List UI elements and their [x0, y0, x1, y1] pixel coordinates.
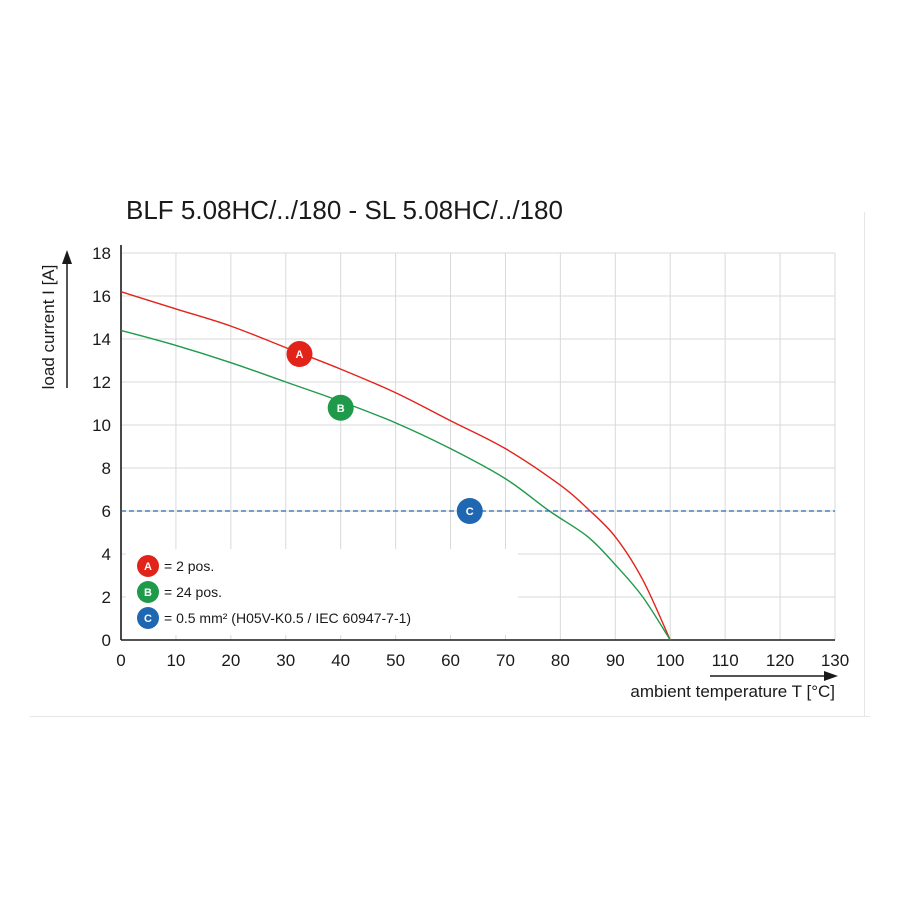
y-tick-label: 12 — [92, 373, 111, 392]
x-tick-label: 10 — [166, 651, 185, 670]
series-marker-label: A — [296, 349, 304, 361]
y-tick-label: 0 — [102, 631, 111, 650]
x-tick-label: 60 — [441, 651, 460, 670]
legend-marker-A — [137, 555, 159, 577]
frame-divider-bottom — [30, 716, 870, 717]
y-axis-arrowhead — [62, 250, 72, 264]
y-tick-label: 4 — [102, 545, 111, 564]
x-tick-label: 20 — [221, 651, 240, 670]
series-line-B — [120, 329, 671, 641]
y-tick-label: 6 — [102, 502, 111, 521]
legend-entry-text: = 2 pos. — [164, 558, 214, 574]
legend: A = 2 pos. B = 24 pos. C = 0.5 mm² (H05V-K0.5… — [137, 555, 411, 629]
legend-background — [126, 549, 518, 635]
legend-marker-C — [137, 607, 159, 629]
series-marker-label: C — [466, 506, 474, 518]
y-tick-label: 18 — [92, 244, 111, 263]
legend-marker-label: C — [144, 613, 152, 625]
x-tick-label: 40 — [331, 651, 350, 670]
x-tick-label: 100 — [656, 651, 684, 670]
legend-marker-label: A — [144, 561, 152, 573]
legend-entry-text: = 0.5 mm² (H05V-K0.5 / IEC 60947-7-1) — [164, 610, 411, 626]
x-tick-label: 30 — [276, 651, 295, 670]
x-tick-label: 130 — [821, 651, 849, 670]
x-tick-label: 90 — [606, 651, 625, 670]
x-axis-arrowhead — [824, 671, 838, 681]
series-marker-C — [456, 498, 483, 524]
series-marker-label: B — [337, 403, 345, 415]
x-tick-labels: 0 10 20 30 40 50 60 70 80 90 100 110 120 130 — [116, 651, 849, 670]
y-tick-label: 2 — [102, 588, 111, 607]
grid — [121, 252, 836, 640]
y-tick-label: 10 — [92, 416, 111, 435]
frame-divider-right — [864, 212, 865, 716]
y-tick-label: 14 — [92, 330, 111, 349]
legend-marker-label: B — [144, 587, 152, 599]
x-axis-label: ambient temperature T [°C] — [630, 682, 835, 701]
x-tick-label: 80 — [551, 651, 570, 670]
y-tick-label: 8 — [102, 459, 111, 478]
x-tick-label: 0 — [116, 651, 125, 670]
series-markers: A B C — [286, 341, 483, 524]
y-tick-labels: 0 2 4 6 8 10 12 14 16 18 — [92, 244, 111, 650]
series-line-A — [120, 291, 671, 641]
legend-entry-text: = 24 pos. — [164, 584, 222, 600]
series-marker-A — [286, 341, 313, 368]
x-tick-label: 120 — [766, 651, 794, 670]
x-tick-label: 70 — [496, 651, 515, 670]
axes — [62, 245, 838, 681]
x-tick-label: 110 — [712, 651, 739, 670]
y-axis-label: load current I [A] — [39, 265, 58, 390]
series-marker-B — [327, 394, 354, 421]
legend-marker-B — [137, 581, 159, 603]
y-tick-label: 16 — [92, 287, 111, 306]
chart-title: BLF 5.08HC/../180 - SL 5.08HC/../180 — [126, 195, 563, 225]
x-tick-label: 50 — [386, 651, 405, 670]
